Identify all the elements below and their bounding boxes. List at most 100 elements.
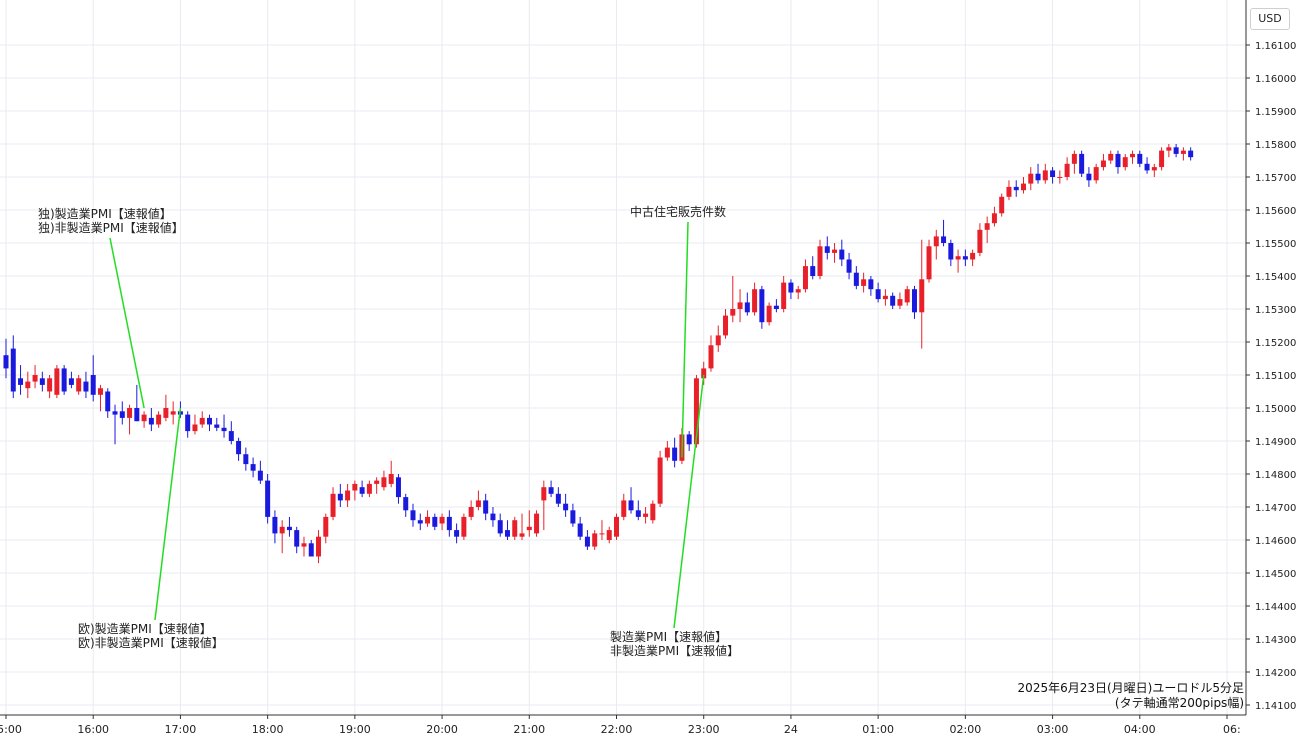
candle-down bbox=[3, 355, 9, 369]
candle-down bbox=[548, 487, 554, 494]
candle-up bbox=[519, 533, 525, 537]
footnote-line-1: 2025年6月23日(月曜日)ユーロドル5分足 bbox=[1017, 681, 1244, 695]
candle-down bbox=[90, 375, 96, 395]
candle-down bbox=[911, 289, 917, 313]
candle-down bbox=[846, 259, 852, 273]
candle-up bbox=[526, 526, 532, 531]
time-tick-label: 04:00 bbox=[1124, 723, 1156, 736]
price-tick-label: 1.16000 bbox=[1255, 74, 1296, 85]
candle-down bbox=[446, 516, 452, 531]
candle-up bbox=[475, 500, 481, 507]
annotation-leader-line bbox=[681, 221, 689, 458]
candle-down bbox=[1086, 173, 1092, 181]
candle-down bbox=[584, 536, 590, 547]
candle-down bbox=[824, 246, 830, 253]
annotation-line-1: 中古住宅販売件数 bbox=[630, 205, 727, 219]
candle-up bbox=[1021, 183, 1026, 191]
candle-down bbox=[773, 305, 779, 309]
candle-down bbox=[119, 411, 125, 418]
time-tick-label: 21:00 bbox=[513, 723, 545, 736]
candle-down bbox=[294, 530, 300, 547]
price-tick-label: 1.15000 bbox=[1255, 404, 1296, 415]
candle-up bbox=[1122, 157, 1128, 168]
price-axis-ticks: 1.16100 1.16000 1.15900 1.15800 1.15700 1.156… bbox=[1246, 41, 1296, 712]
candle-up bbox=[425, 516, 431, 524]
currency-label[interactable]: USD bbox=[1250, 8, 1290, 30]
candle-down bbox=[337, 493, 343, 501]
candle-up bbox=[970, 252, 976, 260]
candle-down bbox=[744, 302, 750, 313]
candle-up bbox=[352, 483, 358, 491]
candle-down bbox=[628, 500, 634, 511]
candle-down bbox=[672, 447, 678, 461]
annotation-eu-pmi: 欧)製造業PMI【速報値】 欧)非製造業PMI【速報値】 bbox=[78, 622, 224, 650]
candle-up bbox=[1042, 170, 1048, 181]
candle-up bbox=[1108, 153, 1114, 161]
candle-up bbox=[25, 381, 31, 389]
candle-down bbox=[868, 279, 874, 290]
candle-down bbox=[1050, 170, 1056, 177]
candle-down bbox=[228, 431, 234, 441]
candle-down bbox=[875, 289, 881, 300]
candle-up bbox=[1151, 167, 1157, 171]
candle-up bbox=[170, 411, 176, 415]
candle-down bbox=[839, 249, 845, 260]
candle-up bbox=[1093, 167, 1099, 181]
candle-up bbox=[737, 302, 743, 309]
candle-up bbox=[468, 507, 474, 517]
annotation-existing-home-sales: 中古住宅販売件数 bbox=[630, 205, 726, 219]
candle-down bbox=[1137, 153, 1143, 164]
candle-up bbox=[693, 378, 699, 445]
candle-up bbox=[1064, 163, 1070, 177]
candle-down bbox=[1188, 150, 1194, 158]
candle-down bbox=[1115, 153, 1121, 168]
time-tick-label: 20:00 bbox=[426, 723, 458, 736]
candle-up bbox=[439, 516, 445, 524]
candle-down bbox=[243, 454, 249, 465]
candle-down bbox=[148, 417, 154, 425]
candle-down bbox=[286, 526, 292, 531]
candle-up bbox=[650, 503, 656, 521]
annotation-de-pmi: 独)製造業PMI【速報値】 独)非製造業PMI【速報値】 bbox=[38, 207, 184, 235]
candle-up bbox=[919, 279, 925, 313]
candle-down bbox=[1173, 147, 1179, 154]
candle-down bbox=[497, 520, 503, 534]
candle-down bbox=[272, 516, 278, 534]
candle-up bbox=[606, 530, 612, 540]
annotation-leader-line bbox=[673, 374, 705, 629]
candle-up bbox=[1071, 153, 1077, 164]
price-axis[interactable] bbox=[1246, 0, 1300, 745]
candle-up bbox=[54, 368, 60, 395]
candle-down bbox=[810, 266, 816, 276]
candle-down bbox=[39, 378, 45, 385]
candle-down bbox=[490, 513, 496, 521]
time-axis[interactable] bbox=[0, 715, 1246, 745]
candle-down bbox=[308, 543, 314, 557]
candle-down bbox=[759, 289, 765, 323]
price-tick-label: 1.15300 bbox=[1255, 305, 1296, 316]
candle-down bbox=[788, 282, 794, 293]
candle-down bbox=[941, 236, 947, 243]
candle-up bbox=[592, 533, 598, 547]
candle-up bbox=[723, 315, 729, 336]
candle-up bbox=[643, 513, 649, 517]
candle-down bbox=[853, 272, 859, 286]
candle-down bbox=[257, 470, 263, 481]
candle-up bbox=[1180, 150, 1186, 154]
candle-down bbox=[105, 391, 111, 412]
candle-up bbox=[708, 345, 714, 369]
candle-up bbox=[192, 424, 198, 432]
candle-up bbox=[141, 414, 147, 422]
candle-down bbox=[395, 477, 401, 498]
price-tick-label: 1.14200 bbox=[1255, 668, 1296, 679]
candle-down bbox=[890, 295, 896, 306]
candle-up bbox=[781, 282, 787, 309]
candle-down bbox=[563, 503, 569, 511]
candle-up bbox=[955, 256, 961, 260]
candle-up bbox=[1006, 186, 1012, 197]
candle-up bbox=[897, 299, 903, 306]
candle-up bbox=[861, 279, 867, 286]
candle-up bbox=[345, 490, 351, 501]
candle-up bbox=[882, 295, 888, 300]
